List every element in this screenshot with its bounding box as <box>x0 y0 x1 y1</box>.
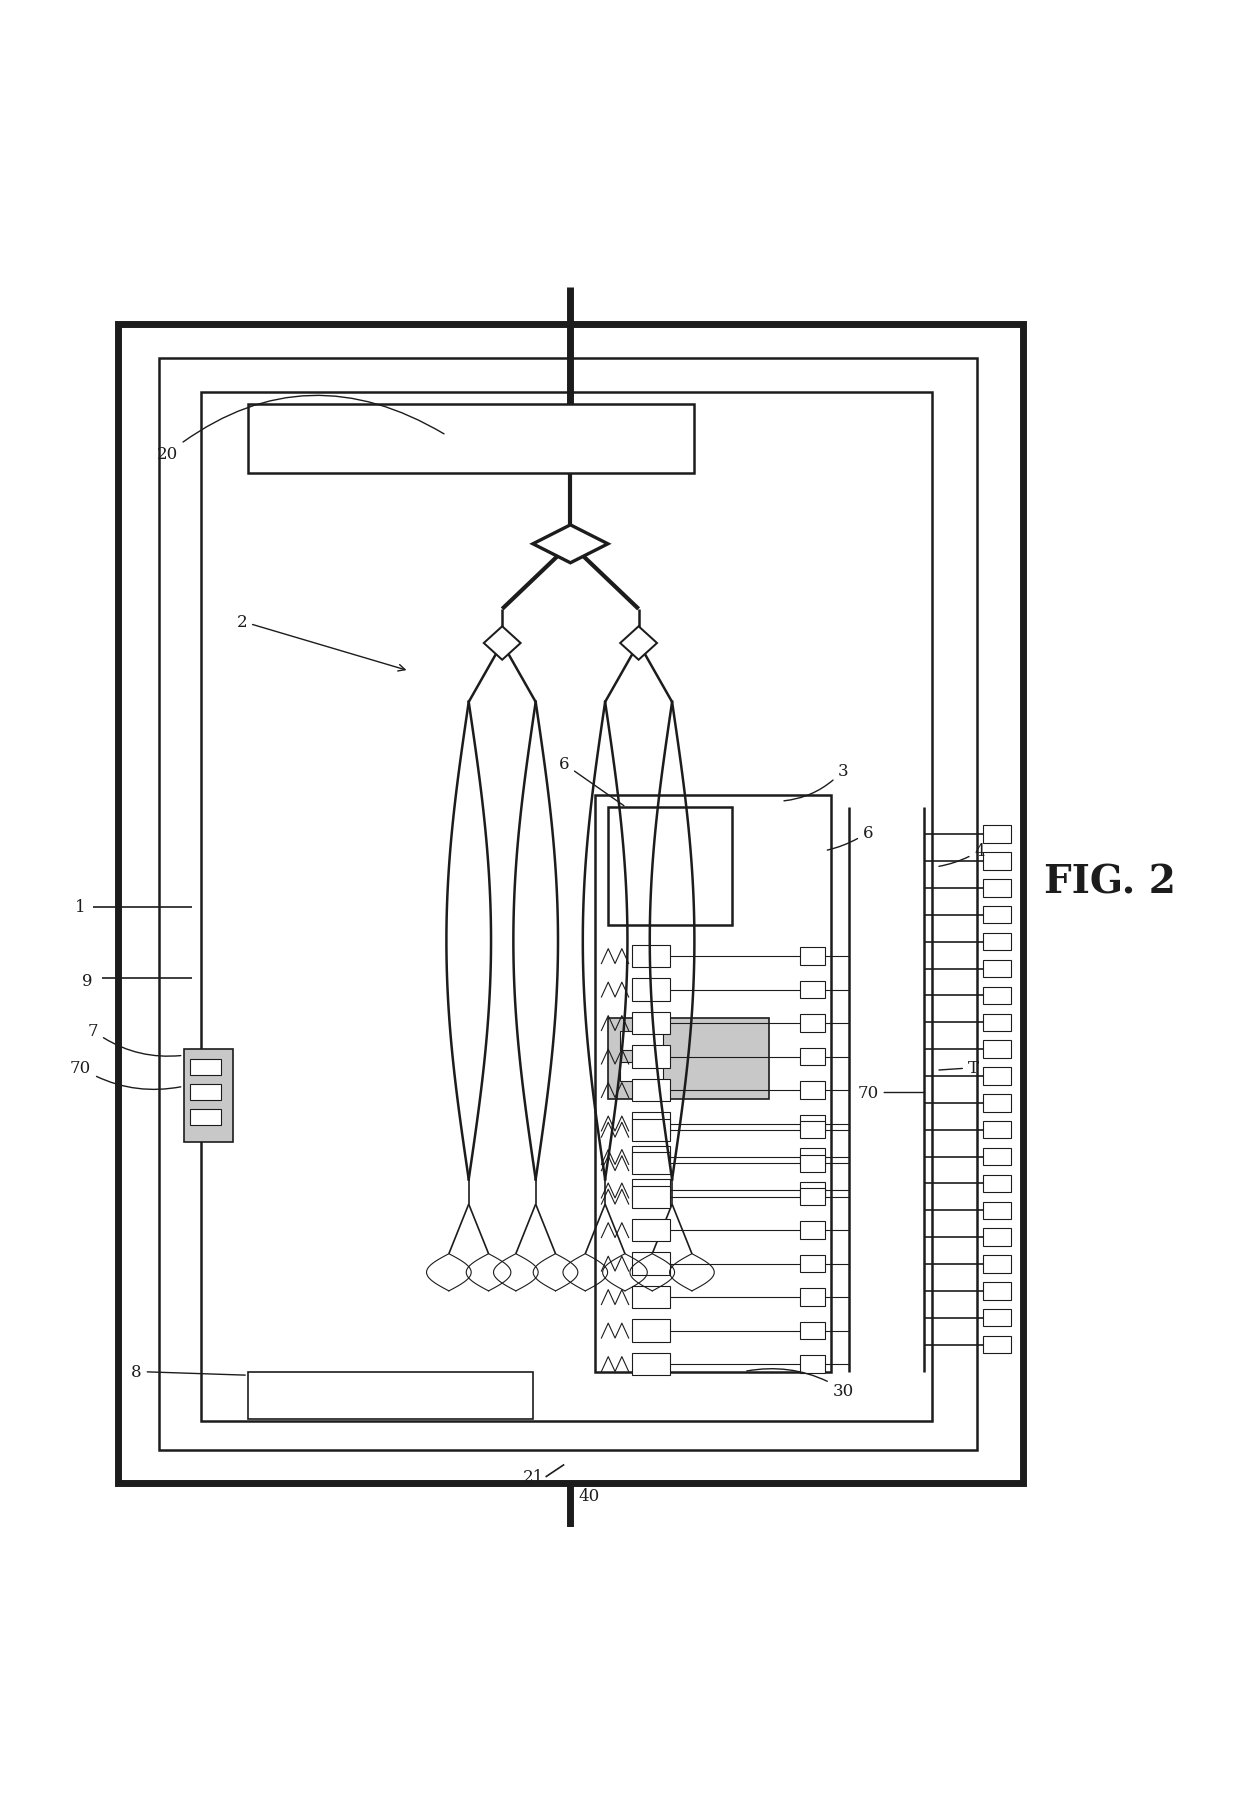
Bar <box>190 1108 221 1125</box>
Text: 20: 20 <box>156 395 444 463</box>
Bar <box>800 949 825 965</box>
Bar <box>800 1156 825 1172</box>
Bar <box>983 825 1011 844</box>
Bar <box>632 1286 670 1308</box>
Bar <box>800 1183 825 1199</box>
Bar <box>608 1018 769 1099</box>
Bar <box>983 1203 1011 1219</box>
Bar <box>983 1175 1011 1192</box>
Bar <box>800 1116 825 1132</box>
Text: 40: 40 <box>578 1487 600 1504</box>
Bar <box>983 960 1011 978</box>
Bar <box>248 1371 533 1419</box>
Bar <box>983 1041 1011 1058</box>
Bar <box>800 1014 825 1032</box>
Bar <box>800 1288 825 1306</box>
Bar <box>620 1030 663 1050</box>
Polygon shape <box>620 628 657 660</box>
Bar <box>632 1146 670 1168</box>
Bar <box>983 1337 1011 1353</box>
Bar <box>983 1014 1011 1032</box>
Bar <box>632 1253 670 1275</box>
Bar <box>159 359 977 1449</box>
Bar <box>632 1012 670 1034</box>
Bar <box>983 1228 1011 1246</box>
Text: 30: 30 <box>746 1370 854 1399</box>
Bar <box>983 934 1011 951</box>
Bar <box>983 987 1011 1005</box>
Bar <box>800 1148 825 1166</box>
Bar <box>800 1048 825 1065</box>
Bar <box>800 981 825 1000</box>
Bar <box>983 1282 1011 1301</box>
Bar <box>983 1121 1011 1139</box>
Bar <box>983 880 1011 898</box>
Text: 2: 2 <box>237 613 405 671</box>
Bar <box>620 1061 663 1081</box>
Text: 6: 6 <box>559 756 624 805</box>
Text: T: T <box>939 1059 978 1076</box>
Bar <box>632 1321 670 1342</box>
Bar <box>608 807 732 925</box>
Bar <box>800 1188 825 1206</box>
Text: 4: 4 <box>939 844 985 867</box>
Text: 70: 70 <box>857 1085 925 1101</box>
Bar <box>184 1050 233 1143</box>
Bar <box>632 1112 670 1136</box>
Bar <box>632 980 670 1001</box>
Bar <box>632 1219 670 1241</box>
Bar <box>800 1255 825 1273</box>
Text: 9: 9 <box>82 972 92 990</box>
Bar <box>190 1059 221 1076</box>
Bar <box>248 405 694 473</box>
Bar <box>632 1079 670 1101</box>
Bar <box>190 1085 221 1101</box>
Text: 6: 6 <box>827 824 873 851</box>
Bar <box>632 1179 670 1203</box>
Bar <box>595 796 831 1371</box>
Bar <box>632 1119 670 1141</box>
Bar <box>983 1068 1011 1085</box>
Text: 70: 70 <box>69 1059 181 1090</box>
Bar <box>118 325 1023 1484</box>
Text: FIG. 2: FIG. 2 <box>1044 863 1176 902</box>
Bar <box>800 1081 825 1099</box>
Bar <box>632 1152 670 1175</box>
Bar <box>983 907 1011 923</box>
Text: 3: 3 <box>784 762 848 802</box>
Bar <box>983 1148 1011 1166</box>
Bar <box>632 1186 670 1208</box>
Bar <box>632 1353 670 1375</box>
Bar <box>201 392 932 1422</box>
Text: 1: 1 <box>76 898 86 916</box>
Bar <box>983 1255 1011 1273</box>
Text: 7: 7 <box>88 1023 181 1056</box>
Bar <box>632 1047 670 1068</box>
Bar <box>800 1355 825 1373</box>
Polygon shape <box>484 628 521 660</box>
Bar <box>983 1094 1011 1112</box>
Polygon shape <box>533 526 608 564</box>
Bar <box>800 1322 825 1339</box>
Bar <box>800 1223 825 1239</box>
Text: 21: 21 <box>522 1469 544 1486</box>
Bar <box>983 853 1011 871</box>
Bar <box>800 1121 825 1139</box>
Bar <box>983 1310 1011 1326</box>
Bar <box>632 945 670 967</box>
Text: 8: 8 <box>131 1364 246 1380</box>
